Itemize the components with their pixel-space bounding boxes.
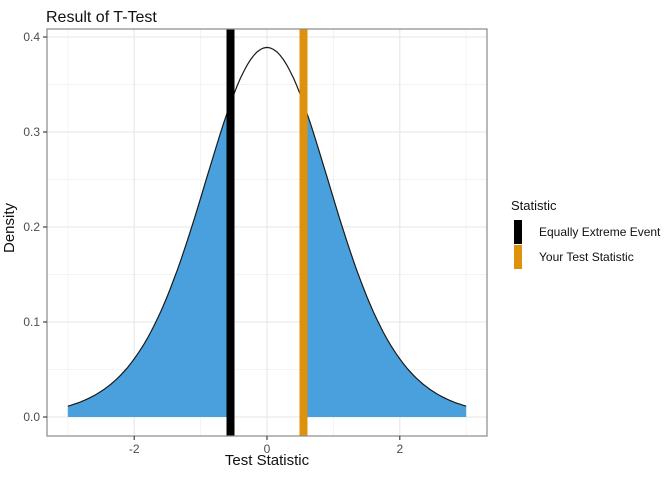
legend-item-label: Your Test Statistic	[539, 249, 634, 264]
x-tick-label: -2	[129, 442, 140, 456]
x-tick-label: 0	[264, 442, 271, 456]
y-axis-title: Density	[1, 202, 18, 253]
shaded-tail-area	[303, 103, 467, 418]
statistic-vlines	[226, 29, 308, 436]
axis-ticks	[43, 36, 401, 440]
legend: Statistic Equally Extreme Event Your Tes…	[509, 199, 669, 269]
vline-equally-extreme-event	[226, 29, 235, 436]
y-tick-label: 0.3	[23, 125, 40, 139]
legend-item-label: Equally Extreme Event	[539, 224, 661, 239]
y-tick-label: 0.4	[23, 30, 40, 44]
vline-your-test-statistic	[299, 29, 308, 436]
x-axis-title: Test Statistic	[225, 452, 310, 469]
x-tick-label: 2	[396, 442, 403, 456]
shaded-tail-area	[67, 103, 231, 418]
y-tick-label: 0.1	[23, 315, 40, 329]
density-curve	[67, 46, 467, 407]
shaded-tail-areas	[67, 103, 467, 418]
legend-title: Statistic	[511, 198, 557, 213]
legend-key-black-bar	[514, 219, 522, 244]
y-tick-label: 0.0	[23, 410, 40, 424]
axis-tick-labels: -2 0 2 0.0 0.1 0.2 0.3 0.4	[23, 30, 403, 456]
legend-item-your-test-statistic: Your Test Statistic	[509, 244, 669, 269]
plot-title: Result of T-Test	[46, 9, 157, 26]
legend-item-equally-extreme-event: Equally Extreme Event	[509, 219, 669, 244]
legend-key-orange-bar	[514, 244, 522, 269]
y-tick-label: 0.2	[23, 220, 40, 234]
